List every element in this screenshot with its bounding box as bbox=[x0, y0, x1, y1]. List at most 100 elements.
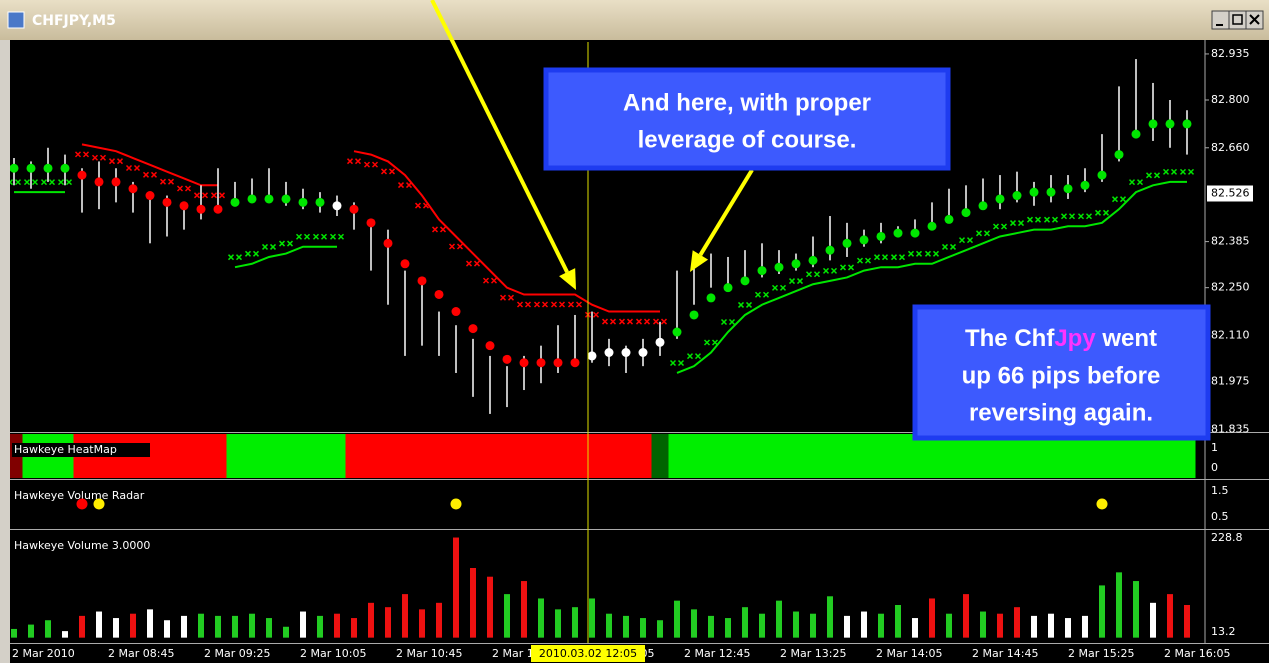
signal-dot bbox=[281, 194, 291, 204]
upper_stop-cross bbox=[473, 260, 481, 267]
heatmap-cell bbox=[906, 434, 924, 478]
lower_stop-cross bbox=[1170, 168, 1178, 175]
upper_stop-cross bbox=[142, 171, 150, 178]
volume-bar bbox=[470, 568, 476, 638]
time-label: 2 Mar 13:25 bbox=[780, 647, 846, 660]
upper_stop-cross bbox=[439, 226, 447, 233]
volume-bar bbox=[606, 613, 612, 638]
title-bar bbox=[0, 0, 1269, 40]
volume-bar bbox=[674, 600, 680, 638]
lower_stop-cross bbox=[337, 233, 345, 240]
y-tick-label: 82.800 bbox=[1211, 93, 1250, 106]
upper_stop-cross bbox=[626, 318, 634, 325]
signal-dot bbox=[927, 221, 937, 231]
signal-dot bbox=[111, 177, 121, 187]
radar-dot bbox=[76, 498, 88, 510]
heatmap-cell bbox=[804, 434, 822, 478]
crosshair-time-box bbox=[531, 645, 645, 662]
window-buttons[interactable] bbox=[1211, 10, 1264, 30]
heatmap-cell bbox=[158, 434, 176, 478]
minimize-button[interactable] bbox=[1211, 10, 1230, 30]
lower_stop-cross bbox=[975, 230, 983, 237]
signal-dot bbox=[570, 358, 580, 368]
volume-bar bbox=[79, 615, 85, 638]
heatmap-cell bbox=[481, 434, 499, 478]
lower_stop-cross bbox=[1043, 216, 1051, 223]
volume-bar bbox=[997, 613, 1003, 638]
upper_stop-cross bbox=[346, 158, 354, 165]
lower_stop-cross bbox=[924, 250, 932, 257]
volume-bar bbox=[759, 613, 765, 638]
heatmap-tick-label: 1 bbox=[1211, 441, 1218, 454]
volume-bar bbox=[861, 611, 867, 638]
lower_stop-cross bbox=[40, 179, 48, 186]
volume-bar bbox=[1133, 581, 1139, 638]
signal-dot bbox=[315, 197, 325, 207]
signal-dot bbox=[740, 276, 750, 286]
upper_stop-cross bbox=[116, 158, 124, 165]
signal-dot bbox=[332, 201, 342, 211]
upper_stop-cross bbox=[550, 301, 558, 308]
lower_stop-cross bbox=[1136, 179, 1144, 186]
lower_stop-cross bbox=[1128, 179, 1136, 186]
y-tick-label: 82.935 bbox=[1211, 47, 1250, 60]
volume-bar bbox=[453, 537, 459, 638]
lower_stop-cross bbox=[1153, 172, 1161, 179]
lower_stop-cross bbox=[711, 339, 719, 346]
signal-dot bbox=[706, 293, 716, 303]
upper_stop-cross bbox=[414, 202, 422, 209]
volume-bar bbox=[946, 613, 952, 638]
upper_stop-cross bbox=[133, 164, 141, 172]
signal-dot bbox=[349, 204, 359, 214]
volume-bar bbox=[181, 615, 187, 638]
upper_stop-cross bbox=[448, 243, 456, 250]
upper_stop-cross bbox=[74, 151, 82, 158]
heatmap-cell bbox=[838, 434, 856, 478]
heatmap-cell bbox=[1025, 434, 1043, 478]
lower_stop-cross bbox=[949, 243, 957, 250]
upper_stop-cross bbox=[482, 277, 490, 284]
lower_stop-cross bbox=[907, 250, 915, 257]
volume-bar bbox=[487, 576, 493, 638]
upper_stop-cross bbox=[108, 158, 116, 165]
volume-bar bbox=[657, 620, 663, 638]
signal-dot bbox=[859, 235, 869, 245]
y-tick-label: 82.110 bbox=[1211, 328, 1250, 341]
volume-bar bbox=[640, 618, 646, 638]
signal-dot bbox=[77, 170, 87, 180]
volume-bar bbox=[113, 618, 119, 638]
signal-dot bbox=[213, 204, 223, 214]
lower_stop-cross bbox=[14, 179, 22, 186]
volume-bar bbox=[232, 615, 238, 638]
upper_stop-cross bbox=[405, 182, 413, 189]
upper_stop-cross bbox=[660, 318, 668, 325]
lower_stop-cross bbox=[278, 240, 286, 247]
signal-dot bbox=[60, 163, 70, 173]
signal-dot bbox=[910, 228, 920, 238]
maximize-button[interactable] bbox=[1228, 10, 1247, 30]
lower_stop-cross bbox=[1179, 168, 1187, 175]
signal-dot bbox=[1046, 187, 1056, 197]
signal-dot bbox=[468, 324, 478, 334]
signal-dot bbox=[655, 337, 665, 347]
heatmap-cell bbox=[549, 434, 567, 478]
upper_stop-cross bbox=[201, 192, 209, 199]
lower_stop-cross bbox=[269, 243, 277, 250]
volume-bar bbox=[572, 607, 578, 638]
lower_stop-cross bbox=[1085, 213, 1093, 220]
signal-dot bbox=[876, 231, 886, 241]
time-label: 2 Mar 10:45 bbox=[396, 647, 462, 660]
volume-bar bbox=[1116, 572, 1122, 638]
lower_stop-cross bbox=[915, 250, 923, 257]
radar-tick-label: 1.5 bbox=[1211, 484, 1229, 497]
heatmap-cell bbox=[328, 434, 346, 478]
upper_stop-cross bbox=[176, 185, 184, 192]
upper_stop-cross bbox=[218, 192, 226, 199]
lower_stop-cross bbox=[839, 264, 847, 271]
signal-dot bbox=[43, 163, 53, 173]
volume-bar bbox=[283, 626, 289, 638]
signal-dot bbox=[196, 204, 206, 214]
signal-dot bbox=[808, 255, 818, 265]
volume-bar bbox=[1150, 602, 1156, 638]
lower_stop-cross bbox=[992, 223, 1000, 230]
